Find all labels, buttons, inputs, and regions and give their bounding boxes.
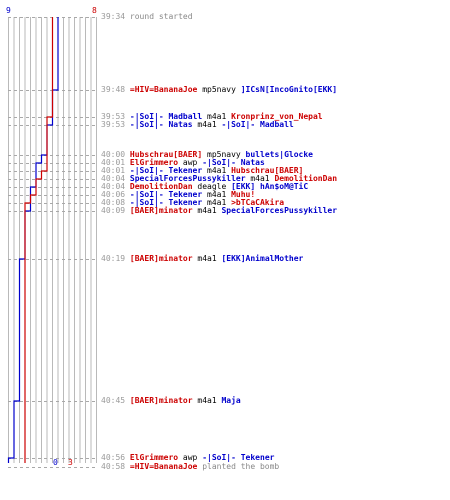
event-row: 40:06 -|SoI|- Tekener m4a1 Muhu! [101, 191, 255, 199]
event-row: 40:01 -|SoI|- Tekener m4a1 Hubschrau[BAE… [101, 167, 303, 175]
event-row: 40:04 DemolitionDan deagle [EKK] hAn$oM@… [101, 183, 308, 191]
victim-name: bullets|Glocke [245, 150, 313, 159]
event-row: 39:53 -|SoI|- Madball m4a1 Kronprinz_von… [101, 113, 323, 121]
event-row: 40:45 [BAER]minator m4a1 Maja [101, 397, 241, 405]
event-time: 39:53 [101, 120, 126, 129]
weapon-name: m4a1 [197, 254, 217, 263]
weapon-name: mp5navy [202, 85, 236, 94]
victim-name: [EKK] hAn$oM@TiC [231, 182, 309, 191]
killer-name: [BAER]minator [129, 396, 193, 405]
victim-name: Maja [221, 396, 241, 405]
event-time: 39:48 [101, 85, 126, 94]
killer-name: DemolitionDan [129, 182, 193, 191]
team-b-start-count: 8 [92, 6, 97, 15]
event-row: 40:01 ElGrimmero awp -|SoI|- Natas [101, 159, 265, 167]
event-time: 39:34 [101, 12, 126, 21]
victim-name: Muhu! [231, 190, 256, 199]
event-time: 40:04 [101, 182, 126, 191]
victim-name: -|SoI|- Madball [221, 120, 294, 129]
event-time: 40:06 [101, 190, 126, 199]
victim-name: -|SoI|- Natas [202, 158, 265, 167]
event-row: 40:56 ElGrimmero awp -|SoI|- Tekener [101, 454, 274, 462]
weapon-name: awp [182, 453, 198, 462]
victim-name: ]ICsN[IncoGnito[EKK] [240, 85, 338, 94]
event-time: 40:08 [101, 198, 126, 207]
event-row: 40:58 =HIV=BananaJoe planted the bomb [101, 463, 279, 471]
team-a-end-count: 0 [53, 458, 58, 467]
weapon-name: m4a1 [207, 198, 227, 207]
event-row: 39:34 round started [101, 13, 193, 21]
killer-name: -|SoI|- Madball [129, 112, 203, 121]
weapon-name: m4a1 [207, 166, 227, 175]
victim-name: [EKK]AnimalMother [221, 254, 304, 263]
killer-name: ElGrimmero [129, 453, 179, 462]
killer-name: Hubschrau[BAER] [129, 150, 203, 159]
killer-name: -|SoI|- Tekener [129, 166, 203, 175]
event-row: 39:48 =HIV=BananaJoe mp5navy ]ICsN[IncoG… [101, 86, 337, 94]
victim-name: Kronprinz_von_Nepal [231, 112, 323, 121]
weapon-name: m4a1 [197, 206, 217, 215]
event-time: 40:56 [101, 453, 126, 462]
event-row: 40:00 Hubschrau[BAER] mp5navy bullets|Gl… [101, 151, 313, 159]
event-row: 40:09 [BAER]minator m4a1 SpecialForcesPu… [101, 207, 337, 215]
event-row: 39:53 -|SoI|- Natas m4a1 -|SoI|- Madball [101, 121, 294, 129]
event-time: 40:04 [101, 174, 126, 183]
event-time: 40:58 [101, 462, 126, 471]
killer-name: -|SoI|- Tekener [129, 190, 203, 199]
killer-name: ElGrimmero [129, 158, 179, 167]
weapon-name: mp5navy [207, 150, 241, 159]
event-note: planted the bomb [202, 462, 280, 471]
victim-name: SpecialForcesPussykiller [221, 206, 338, 215]
team-a-start-count: 9 [6, 6, 11, 15]
event-time: 40:00 [101, 150, 126, 159]
killer-name: SpecialForcesPussykiller [129, 174, 246, 183]
event-time: 40:09 [101, 206, 126, 215]
event-row: 40:08 -|SoI|- Tekener m4a1 >bTCaCAkira [101, 199, 284, 207]
event-time: 40:45 [101, 396, 126, 405]
event-note: round started [129, 12, 193, 21]
killer-name: =HIV=BananaJoe [129, 85, 198, 94]
killer-name: -|SoI|- Tekener [129, 198, 203, 207]
weapon-name: m4a1 [207, 190, 227, 199]
team-b-alive-line [24, 17, 54, 463]
event-time: 39:53 [101, 112, 126, 121]
killer-name: [BAER]minator [129, 206, 193, 215]
weapon-name: awp [182, 158, 198, 167]
event-time: 40:01 [101, 158, 126, 167]
killer-name: [BAER]minator [129, 254, 193, 263]
weapon-name: m4a1 [250, 174, 270, 183]
weapon-name: m4a1 [197, 396, 217, 405]
event-row: 40:19 [BAER]minator m4a1 [EKK]AnimalMoth… [101, 255, 303, 263]
team-b-end-count: 3 [68, 458, 73, 467]
event-row: 40:04 SpecialForcesPussykiller m4a1 Demo… [101, 175, 337, 183]
event-time: 40:19 [101, 254, 126, 263]
victim-name: Hubschrau[BAER] [231, 166, 304, 175]
victim-name: DemolitionDan [274, 174, 338, 183]
weapon-name: m4a1 [207, 112, 227, 121]
victim-name: -|SoI|- Tekener [202, 453, 275, 462]
event-time: 40:01 [101, 166, 126, 175]
weapon-name: deagle [197, 182, 227, 191]
team-a-alive-line [7, 17, 59, 463]
weapon-name: m4a1 [197, 120, 217, 129]
victim-name: >bTCaCAkira [231, 198, 285, 207]
killer-name: =HIV=BananaJoe [129, 462, 198, 471]
killer-name: -|SoI|- Natas [129, 120, 193, 129]
